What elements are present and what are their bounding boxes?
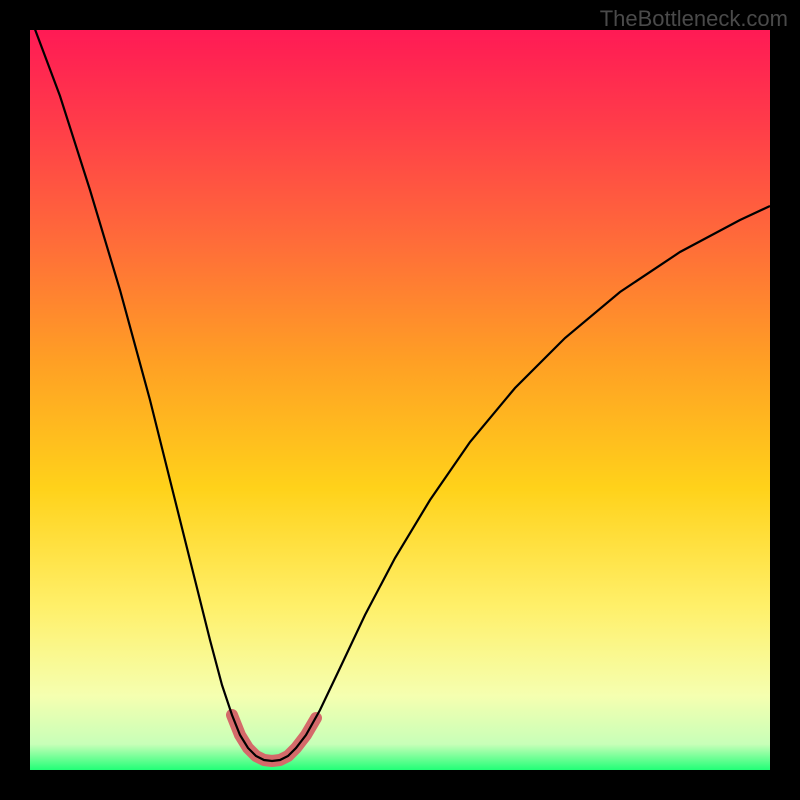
chart-container: TheBottleneck.com — [0, 0, 800, 800]
watermark-text: TheBottleneck.com — [600, 6, 788, 32]
bottleneck-chart — [0, 0, 800, 800]
plot-area — [30, 30, 770, 770]
